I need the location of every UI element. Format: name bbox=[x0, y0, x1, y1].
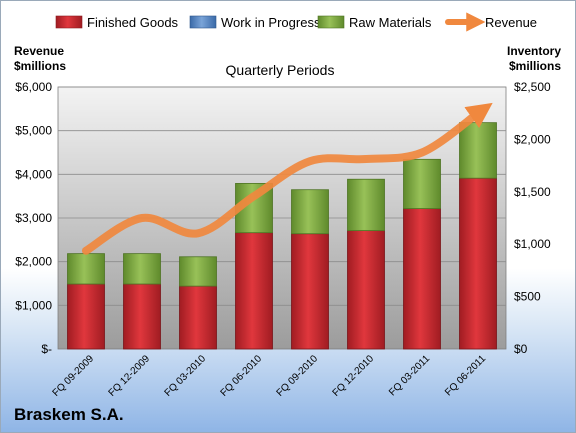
legend-swatch-finished-goods bbox=[55, 15, 83, 29]
bars bbox=[67, 122, 497, 350]
legend-label-work-in-progress: Work in Progress bbox=[221, 15, 321, 30]
bar-raw-materials bbox=[123, 253, 161, 285]
x-tick-label: FQ 09-2009 bbox=[51, 353, 97, 399]
bar-finished-goods bbox=[459, 177, 497, 350]
revenue-line bbox=[82, 102, 493, 255]
right-tick-label: $2,000 bbox=[514, 132, 551, 146]
x-tick-label: FQ 06-2010 bbox=[219, 353, 265, 399]
left-axis-title-line2: $millions bbox=[14, 59, 66, 73]
right-tick-label: $0 bbox=[514, 342, 528, 356]
left-tick-label: $- bbox=[41, 342, 52, 356]
x-tick-label: FQ 09-2010 bbox=[275, 353, 321, 399]
x-tick-label: FQ 03-2011 bbox=[387, 353, 432, 398]
right-tick-label: $1,500 bbox=[514, 185, 551, 199]
right-axis-ticks: $0 $500 $1,000 $1,500 $2,000 $2,500 bbox=[514, 80, 551, 356]
right-tick-label: $1,000 bbox=[514, 237, 551, 251]
right-tick-label: $500 bbox=[514, 290, 541, 304]
bar-finished-goods bbox=[67, 283, 105, 350]
x-axis-ticks: FQ 09-2009 FQ 12-2009 FQ 03-2010 FQ 06-2010… bbox=[51, 353, 489, 399]
legend-label-finished-goods: Finished Goods bbox=[87, 15, 179, 30]
right-axis-title-line1: Inventory bbox=[507, 44, 561, 58]
legend-label-raw-materials: Raw Materials bbox=[349, 15, 432, 30]
bar-raw-materials bbox=[459, 122, 497, 179]
left-tick-label: $6,000 bbox=[15, 80, 52, 94]
bar-finished-goods bbox=[179, 285, 217, 350]
x-tick-label: FQ 06-2011 bbox=[443, 353, 488, 398]
left-tick-label: $5,000 bbox=[15, 124, 52, 138]
bar-raw-materials bbox=[67, 253, 105, 285]
bar-raw-materials bbox=[403, 158, 441, 209]
x-tick-label: FQ 12-2010 bbox=[331, 353, 377, 399]
bar-raw-materials bbox=[291, 189, 329, 235]
revenue-layer bbox=[82, 102, 493, 255]
left-tick-label: $4,000 bbox=[15, 167, 52, 181]
bar-finished-goods bbox=[403, 208, 441, 350]
bar-raw-materials bbox=[347, 178, 385, 231]
left-tick-label: $1,000 bbox=[15, 298, 52, 312]
bar-raw-materials bbox=[179, 256, 217, 287]
left-tick-label: $2,000 bbox=[15, 255, 52, 269]
x-tick-label: FQ 12-2009 bbox=[107, 353, 153, 399]
bar-finished-goods bbox=[123, 283, 161, 350]
legend: Finished Goods Work in Progress Raw Mate… bbox=[55, 12, 537, 32]
left-tick-label: $3,000 bbox=[15, 211, 52, 225]
company-name: Braskem S.A. bbox=[14, 405, 124, 424]
legend-label-revenue: Revenue bbox=[485, 15, 537, 30]
right-axis-title-line2: $millions bbox=[509, 59, 561, 73]
bar-finished-goods bbox=[235, 232, 273, 350]
legend-swatch-work-in-progress bbox=[189, 15, 217, 29]
legend-swatch-raw-materials bbox=[317, 15, 345, 29]
left-axis-ticks: $- $1,000 $2,000 $3,000 $4,000 $5,000 $6,000 bbox=[15, 80, 52, 356]
left-axis-title-line1: Revenue bbox=[14, 44, 64, 58]
chart-subtitle: Quarterly Periods bbox=[226, 62, 335, 78]
bar-finished-goods bbox=[291, 233, 329, 350]
right-tick-label: $2,500 bbox=[514, 80, 551, 94]
x-tick-label: FQ 03-2010 bbox=[163, 353, 209, 399]
bar-finished-goods bbox=[347, 230, 385, 350]
